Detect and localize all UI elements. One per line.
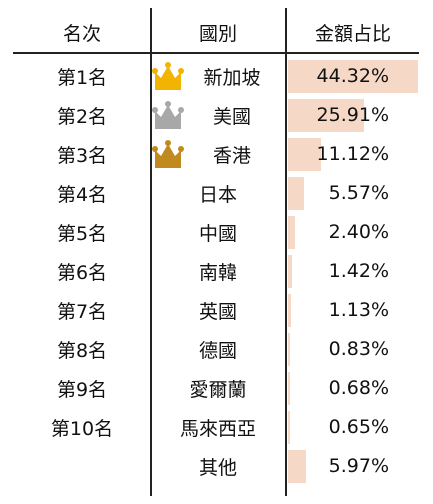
- country-name: 德國: [198, 339, 237, 362]
- country-name: 新加坡: [203, 66, 261, 89]
- share-bar: [288, 60, 418, 93]
- country-cell: 英國: [152, 291, 284, 329]
- share-bar: [288, 411, 290, 444]
- country-name: 南韓: [198, 261, 237, 284]
- share-cell: 0.68%: [328, 377, 389, 399]
- table-row: 第3名 香港 11.12%: [0, 135, 433, 173]
- gold-crown-icon: [152, 62, 184, 90]
- country-cell: 德國: [152, 330, 284, 368]
- table-row: 第10名 馬來西亞 0.65%: [0, 408, 433, 446]
- rank-cell: 第9名: [56, 378, 108, 401]
- header-share: 金額占比: [314, 22, 391, 45]
- country-cell: 馬來西亞: [152, 408, 284, 446]
- share-cell: 11.12%: [316, 143, 389, 165]
- share-cell: 44.32%: [316, 65, 389, 87]
- share-cell: 5.57%: [328, 182, 389, 204]
- share-bar: [288, 99, 364, 132]
- table-row: 第1名 新加坡 44.32%: [0, 57, 433, 95]
- share-cell: 0.65%: [328, 416, 389, 438]
- rank-cell: 第3名: [56, 144, 108, 167]
- bronze-crown-icon: [152, 140, 184, 168]
- share-bar: [288, 216, 296, 249]
- rank-cell: 第1名: [56, 66, 108, 89]
- rank-cell: 第5名: [56, 222, 108, 245]
- rank-cell: [14, 447, 150, 485]
- rank-cell: 第10名: [50, 417, 114, 440]
- share-cell: 2.40%: [328, 221, 389, 243]
- share-bar: [288, 177, 305, 210]
- country-cell: 美國: [152, 96, 284, 134]
- share-bar: [288, 138, 321, 171]
- header-divider: [13, 52, 419, 54]
- table-row: 第4名 日本 5.57%: [0, 174, 433, 212]
- country-cell: 日本: [152, 174, 284, 212]
- country-cell: 其他: [152, 447, 284, 485]
- country-name: 馬來西亞: [179, 417, 256, 440]
- share-bar: [288, 255, 293, 288]
- country-name: 香港: [212, 144, 251, 167]
- share-cell: 5.97%: [328, 455, 389, 477]
- share-cell: 0.83%: [328, 338, 389, 360]
- country-name: 美國: [212, 105, 251, 128]
- country-cell: 南韓: [152, 252, 284, 290]
- country-cell: 香港: [152, 135, 284, 173]
- table-row: 第6名 南韓 1.42%: [0, 252, 433, 290]
- rank-cell: 第2名: [56, 105, 108, 128]
- share-bar: [288, 450, 306, 483]
- country-cell: 新加坡: [152, 57, 284, 95]
- country-name: 中國: [198, 222, 237, 245]
- country-cell: 愛爾蘭: [152, 369, 284, 407]
- column-divider-right: [285, 8, 287, 496]
- table-row: 第8名 德國 0.83%: [0, 330, 433, 368]
- table-row: 其他 5.97%: [0, 447, 433, 485]
- table-header: 名次 國別 金額占比: [0, 14, 433, 50]
- country-name: 愛爾蘭: [189, 378, 247, 401]
- header-country: 國別: [198, 22, 237, 45]
- country-name: 英國: [198, 300, 237, 323]
- table-row: 第7名 英國 1.13%: [0, 291, 433, 329]
- rank-cell: 第4名: [56, 183, 108, 206]
- country-cell: 中國: [152, 213, 284, 251]
- share-bar: [288, 333, 291, 366]
- share-cell: 1.42%: [328, 260, 389, 282]
- silver-crown-icon: [152, 101, 184, 129]
- country-name: 其他: [198, 456, 237, 479]
- rank-cell: 第8名: [56, 339, 108, 362]
- share-cell: 1.13%: [328, 299, 389, 321]
- column-divider-left: [150, 8, 152, 496]
- share-cell: 25.91%: [316, 104, 389, 126]
- header-rank: 名次: [62, 22, 101, 45]
- table-row: 第2名 美國 25.91%: [0, 96, 433, 134]
- table-row: 第5名 中國 2.40%: [0, 213, 433, 251]
- share-bar: [288, 372, 290, 405]
- rank-cell: 第7名: [56, 300, 108, 323]
- country-name: 日本: [198, 183, 237, 206]
- rank-cell: 第6名: [56, 261, 108, 284]
- table-row: 第9名 愛爾蘭 0.68%: [0, 369, 433, 407]
- share-bar: [288, 294, 292, 327]
